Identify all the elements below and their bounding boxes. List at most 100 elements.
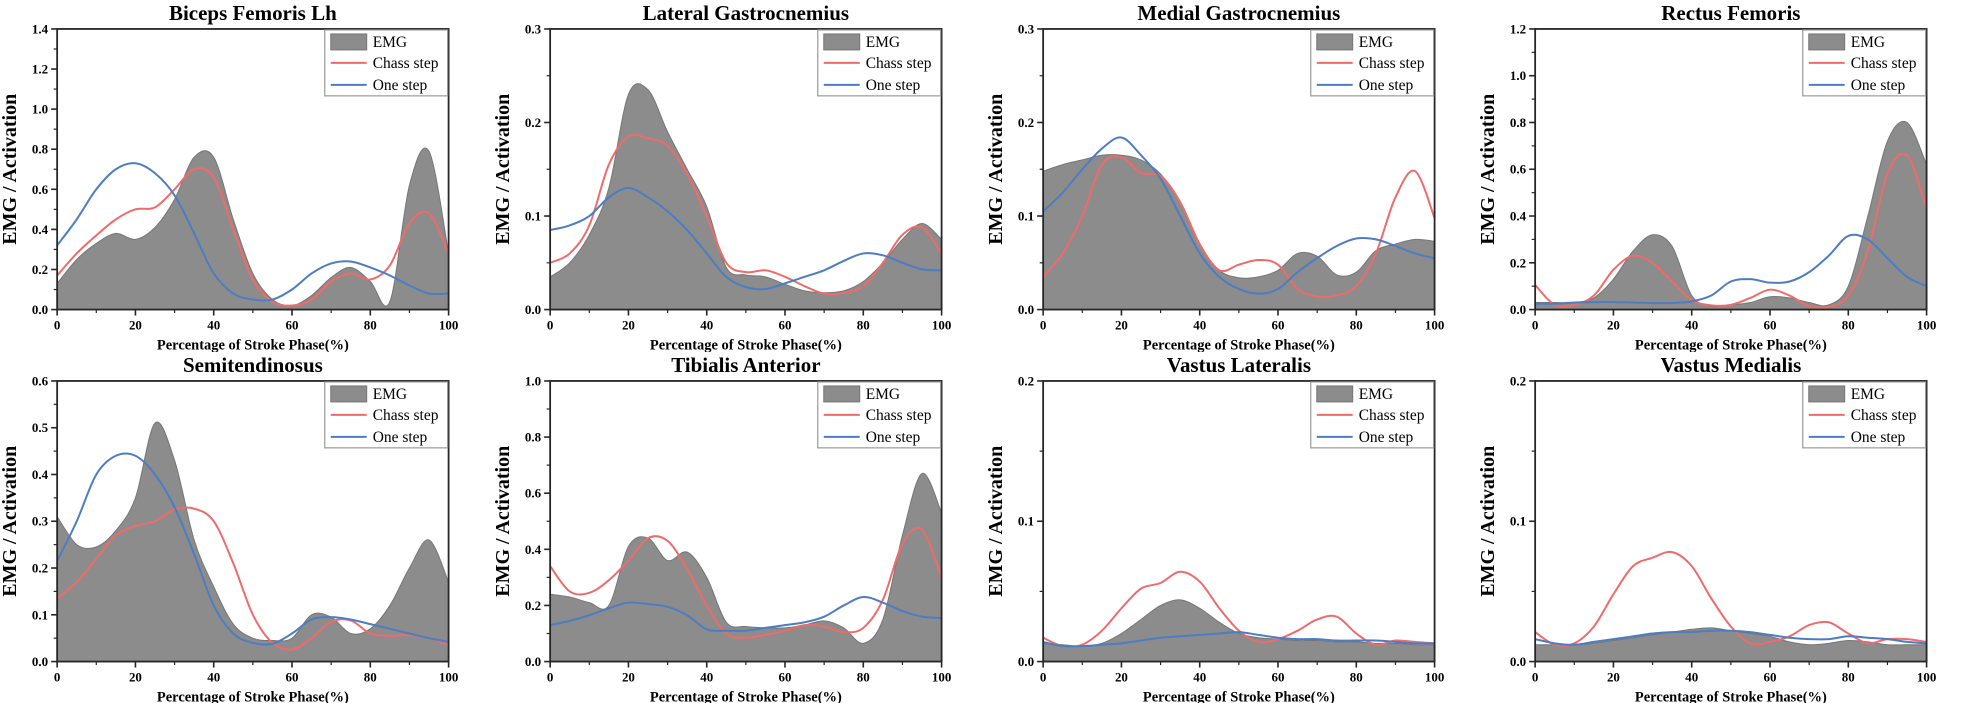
x-tick-label: 80 [1842, 318, 1855, 333]
one-step-line [549, 595, 942, 632]
x-tick-label: 40 [207, 669, 220, 684]
chart-svg-vastus-lateralis: 0.0 0.1 0.2 0 20 40 60 80 100 Vastus Lateralis Per… [986, 352, 1444, 703]
x-tick-label: 0 [54, 669, 60, 684]
legend-label-one-step: One step [373, 428, 428, 445]
x-axis-label: Percentage of Stroke Phase(%) [157, 689, 349, 703]
chart-svg-medial-gastrocnemius: 0.0 0.1 0.2 0.3 0 20 40 60 80 100 Medial Gastrocne… [986, 1, 1444, 352]
plot-area [1535, 121, 1927, 310]
x-tick-label: 80 [364, 669, 377, 684]
legend-label-chass-step: Chass step [1851, 55, 1917, 72]
chart-svg-lateral-gastrocnemius: 0.0 0.1 0.2 0.3 0 20 40 60 80 100 Lateral Gastrocn… [493, 1, 951, 352]
one-step-line [57, 162, 449, 302]
one-step-line [57, 451, 449, 646]
x-tick-label: 100 [932, 318, 951, 333]
legend-label-emg: EMG [865, 385, 899, 402]
emg-area [1535, 626, 1927, 662]
legend-label-one-step: One step [1358, 77, 1413, 94]
x-tick-label: 20 [1607, 318, 1620, 333]
x-tick-label: 100 [1917, 669, 1936, 684]
chart-title: Medial Gastrocnemius [1137, 1, 1340, 25]
y-tick-label: 0.8 [525, 429, 542, 444]
x-tick-label: 100 [1424, 669, 1443, 684]
x-tick-label: 100 [439, 669, 458, 684]
plot-area [57, 147, 449, 310]
y-tick-label: 0.2 [1017, 373, 1033, 388]
x-tick-label: 20 [1607, 669, 1620, 684]
legend: EMG Chass step One step [1802, 380, 1927, 448]
y-tick-label: 0.4 [32, 222, 49, 237]
y-tick-label: 0.0 [32, 654, 48, 669]
chart-svg-biceps-femoris-lh: 0.0 0.2 0.4 0.6 0.8 1.0 1.2 1.4 0 20 40 60 80 100 Bice… [0, 1, 458, 352]
one-step-line [549, 186, 942, 291]
x-axis-label: Percentage of Stroke Phase(%) [1635, 338, 1827, 352]
x-tick-label: 40 [700, 318, 713, 333]
y-tick-label: 0.2 [525, 115, 541, 130]
x-tick-label: 60 [286, 669, 299, 684]
y-tick-label: 0.1 [525, 209, 541, 224]
plot-area [549, 472, 942, 662]
emg-area [1042, 598, 1435, 662]
chass-step-line [549, 526, 942, 639]
x-tick-label: 0 [547, 318, 553, 333]
x-tick-label: 100 [932, 669, 951, 684]
x-tick-label: 60 [286, 318, 299, 333]
y-tick-label: 0.2 [32, 262, 48, 277]
legend-label-one-step: One step [1851, 77, 1906, 94]
chart-title: Rectus Femoris [1662, 1, 1801, 25]
one-step-line [1042, 136, 1435, 295]
legend-label-chass-step: Chass step [1358, 55, 1424, 72]
x-axis-label: Percentage of Stroke Phase(%) [650, 338, 842, 352]
legend: EMG Chass step One step [816, 29, 941, 97]
subplot-lateral-gastrocnemius: 0.0 0.1 0.2 0.3 0 20 40 60 80 100 Lateral Gastrocn… [493, 0, 986, 352]
x-tick-label: 20 [622, 318, 635, 333]
y-tick-label: 0.0 [32, 302, 48, 317]
x-tick-label: 40 [1193, 318, 1206, 333]
x-tick-label: 40 [1685, 318, 1698, 333]
x-tick-label: 20 [129, 669, 142, 684]
legend-label-emg: EMG [1851, 34, 1885, 51]
legend-label-emg: EMG [1358, 34, 1392, 51]
emg-area [549, 472, 942, 662]
x-tick-label: 80 [364, 318, 377, 333]
legend-label-emg: EMG [865, 34, 899, 51]
legend-label-one-step: One step [865, 428, 920, 445]
y-axis-label: EMG / Activation [0, 94, 21, 245]
y-axis-label: EMG / Activation [493, 94, 514, 245]
chart-svg-vastus-medialis: 0.0 0.1 0.2 0 20 40 60 80 100 Vastus Medialis Perc… [1478, 352, 1936, 703]
chart-svg-tibialis-anterior: 0.0 0.2 0.4 0.6 0.8 1.0 0 20 40 60 80 100 Tibialis A… [493, 352, 951, 703]
x-axis-label: Percentage of Stroke Phase(%) [157, 338, 349, 352]
y-tick-label: 0.0 [1510, 654, 1526, 669]
x-tick-label: 80 [1842, 669, 1855, 684]
y-tick-label: 0.8 [1510, 115, 1527, 130]
chass-step-line [57, 506, 449, 651]
y-tick-label: 1.0 [525, 373, 541, 388]
legend-emg-swatch [823, 33, 860, 51]
emg-area [57, 421, 449, 662]
subplot-rectus-femoris: 0.0 0.2 0.4 0.6 0.8 1.0 1.2 0 20 40 60 80 100 Rectus … [1478, 0, 1971, 352]
y-tick-label: 0.2 [1017, 115, 1033, 130]
y-tick-label: 1.0 [1510, 68, 1526, 83]
x-tick-label: 100 [439, 318, 458, 333]
y-axis-label: EMG / Activation [0, 445, 21, 596]
legend-emg-swatch [1315, 384, 1353, 402]
chart-svg-semitendinosus: 0.0 0.1 0.2 0.3 0.4 0.5 0.6 0 20 40 60 80 100 Semiten… [0, 352, 458, 703]
plot-area [1042, 570, 1435, 662]
legend: EMG Chass step One step [816, 380, 941, 448]
one-step-line [1042, 630, 1435, 647]
x-tick-label: 40 [207, 318, 220, 333]
legend-label-emg: EMG [373, 385, 407, 402]
x-axis-label: Percentage of Stroke Phase(%) [1635, 689, 1827, 703]
y-tick-label: 0.6 [32, 182, 49, 197]
one-step-line [1535, 629, 1927, 646]
x-tick-label: 0 [1039, 669, 1045, 684]
chart-title: Tibialis Anterior [671, 352, 820, 376]
y-tick-label: 0.4 [32, 466, 49, 481]
legend-label-one-step: One step [373, 77, 428, 94]
x-tick-label: 60 [1764, 669, 1777, 684]
x-tick-label: 0 [547, 669, 553, 684]
legend-emg-swatch [1315, 33, 1353, 51]
y-tick-label: 0.0 [1017, 654, 1033, 669]
legend-label-chass-step: Chass step [865, 55, 931, 72]
y-axis-label: EMG / Activation [1478, 94, 1499, 245]
